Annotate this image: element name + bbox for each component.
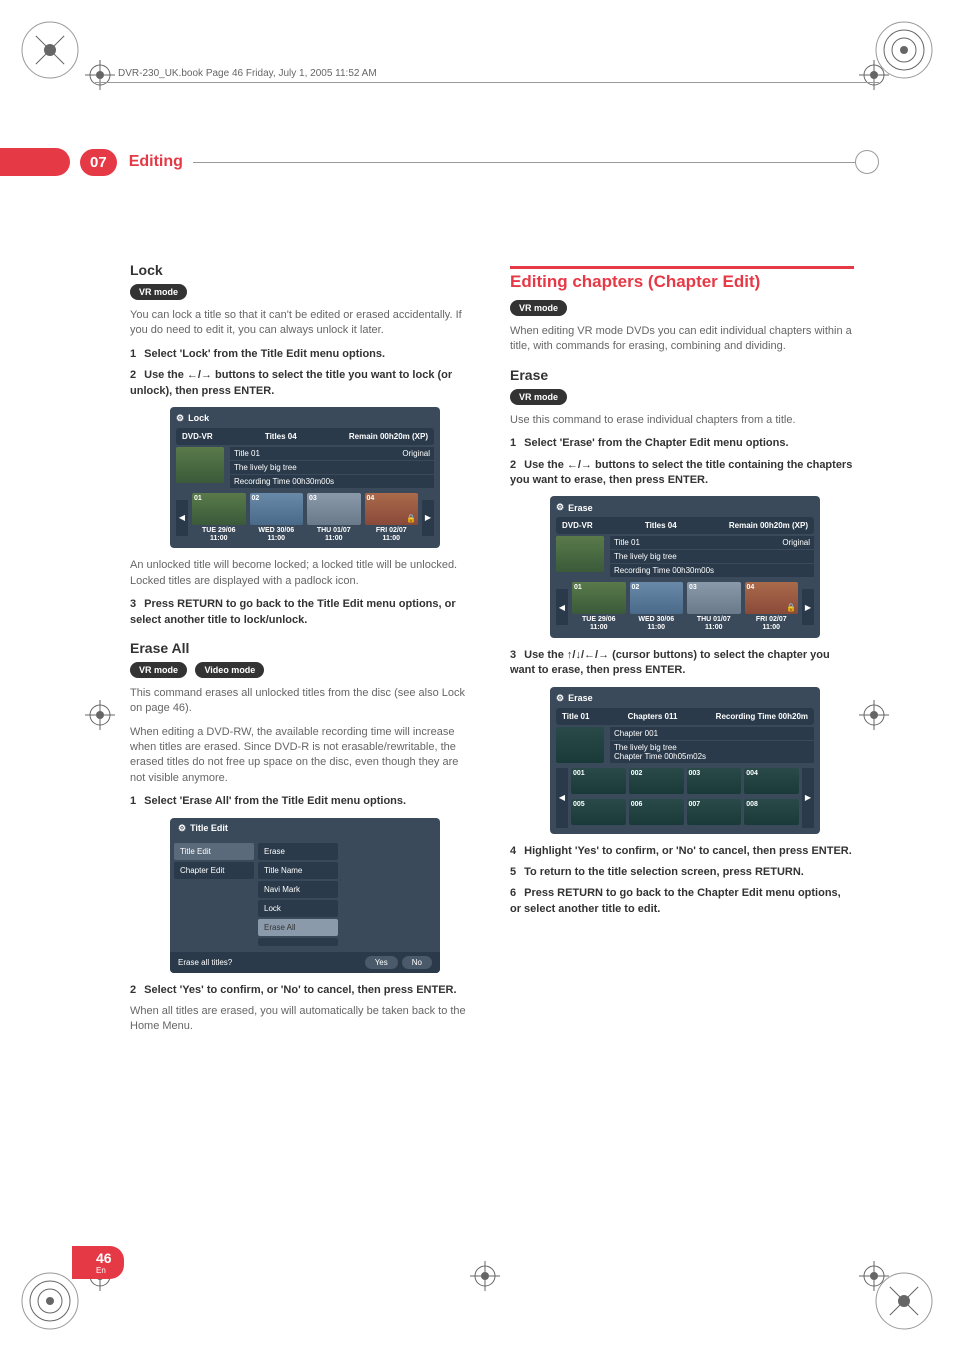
padlock-icon: 🔒 <box>406 514 416 523</box>
lock-intro: You can lock a title so that it can't be… <box>130 308 474 339</box>
nav-next-icon[interactable]: ▶ <box>802 589 814 625</box>
chapter-title: Editing <box>129 153 183 171</box>
lock-panel: ⚙Lock DVD-VR Titles 04 Remain 00h20m (XP… <box>170 407 440 548</box>
vr-mode-pill: VR mode <box>510 300 567 316</box>
menu-item[interactable]: Lock <box>258 900 338 917</box>
page-header-rule <box>95 82 879 83</box>
gear-icon: ⚙ <box>556 693 564 704</box>
crosshair-icon <box>859 700 889 730</box>
erase-panel2: ⚙Erase Title 01 Chapters 011 Recording T… <box>550 687 820 834</box>
nav-prev-icon[interactable]: ◀ <box>556 768 568 828</box>
chapter-rule <box>193 162 855 163</box>
erase-step6: 6Press RETURN to go back to the Chapter … <box>510 886 854 917</box>
video-mode-pill: Video mode <box>195 662 264 678</box>
vr-mode-pill: VR mode <box>130 284 187 300</box>
erase-intro: Use this command to erase individual cha… <box>510 413 854 428</box>
menu-item[interactable]: Title Name <box>258 862 338 879</box>
nav-prev-icon[interactable]: ◀ <box>556 589 568 625</box>
crosshair-icon <box>470 1261 500 1291</box>
crosshair-icon <box>859 60 889 90</box>
menu-item[interactable]: Title Edit <box>174 843 254 860</box>
nav-next-icon[interactable]: ▶ <box>802 768 814 828</box>
menu-item[interactable]: Erase <box>258 843 338 860</box>
print-mark-tl <box>20 20 80 80</box>
vr-mode-pill: VR mode <box>130 662 187 678</box>
erase-all-post: When all titles are erased, you will aut… <box>130 1004 474 1035</box>
menu-item[interactable]: Chapter Edit <box>174 862 254 879</box>
erase-all-step1: 1Select 'Erase All' from the Title Edit … <box>130 794 474 809</box>
menu-item[interactable]: Navi Mark <box>258 881 338 898</box>
erase-all-menu: ⚙Title Edit Title Edit Chapter Edit Eras… <box>170 818 440 973</box>
lock-step2: 2Use the ←/→ buttons to select the title… <box>130 368 474 399</box>
crosshair-icon <box>85 700 115 730</box>
erase-step4: 4Highlight 'Yes' to confirm, or 'No' to … <box>510 844 854 859</box>
print-mark-bl <box>20 1271 80 1331</box>
erase-step1: 1Select 'Erase' from the Chapter Edit me… <box>510 436 854 451</box>
erase-all-heading: Erase All <box>130 640 474 656</box>
chapter-edit-heading: Editing chapters (Chapter Edit) <box>510 266 854 292</box>
erase-all-step2: 2Select 'Yes' to confirm, or 'No' to can… <box>130 983 474 998</box>
erase-all-intro: This command erases all unlocked titles … <box>130 686 474 717</box>
chapter-number: 07 <box>80 149 117 176</box>
crosshair-icon <box>85 60 115 90</box>
erase-step5: 5To return to the title selection screen… <box>510 865 854 880</box>
gear-icon: ⚙ <box>556 502 564 513</box>
chapter-cap <box>855 150 879 174</box>
menu-item-empty <box>258 938 338 946</box>
erase-step2: 2Use the ←/→ buttons to select the title… <box>510 458 854 489</box>
erase-heading: Erase <box>510 367 854 383</box>
lock-post1: An unlocked title will become locked; a … <box>130 558 474 589</box>
preview-thumb <box>556 536 604 572</box>
page-number-badge: 46 En <box>72 1246 124 1279</box>
page-header-text: DVR-230_UK.book Page 46 Friday, July 1, … <box>118 68 377 79</box>
chapter-bar-extension <box>0 148 70 176</box>
preview-thumb <box>556 727 604 763</box>
right-column: Editing chapters (Chapter Edit) VR mode … <box>510 250 854 1043</box>
left-column: Lock VR mode You can lock a title so tha… <box>130 250 474 1043</box>
erase-step3: 3Use the ↑/↓/←/→ (cursor buttons) to sel… <box>510 648 854 679</box>
yes-button[interactable]: Yes <box>365 956 398 969</box>
lock-step3: 3Press RETURN to go back to the Title Ed… <box>130 597 474 628</box>
crosshair-icon <box>859 1261 889 1291</box>
no-button[interactable]: No <box>402 956 432 969</box>
chapter-bar: 07 Editing <box>0 148 879 176</box>
erase-panel1: ⚙Erase DVD-VR Titles 04 Remain 00h20m (X… <box>550 496 820 637</box>
padlock-icon: 🔒 <box>786 603 796 612</box>
lock-step1: 1Select 'Lock' from the Title Edit menu … <box>130 347 474 362</box>
chapter-edit-intro: When editing VR mode DVDs you can edit i… <box>510 324 854 355</box>
preview-thumb <box>176 447 224 483</box>
vr-mode-pill: VR mode <box>510 389 567 405</box>
gear-icon: ⚙ <box>178 823 186 834</box>
gear-icon: ⚙ <box>176 413 184 424</box>
nav-prev-icon[interactable]: ◀ <box>176 500 188 536</box>
erase-all-body2: When editing a DVD-RW, the available rec… <box>130 725 474 787</box>
menu-item-selected[interactable]: Erase All <box>258 919 338 936</box>
nav-next-icon[interactable]: ▶ <box>422 500 434 536</box>
lock-heading: Lock <box>130 262 474 278</box>
